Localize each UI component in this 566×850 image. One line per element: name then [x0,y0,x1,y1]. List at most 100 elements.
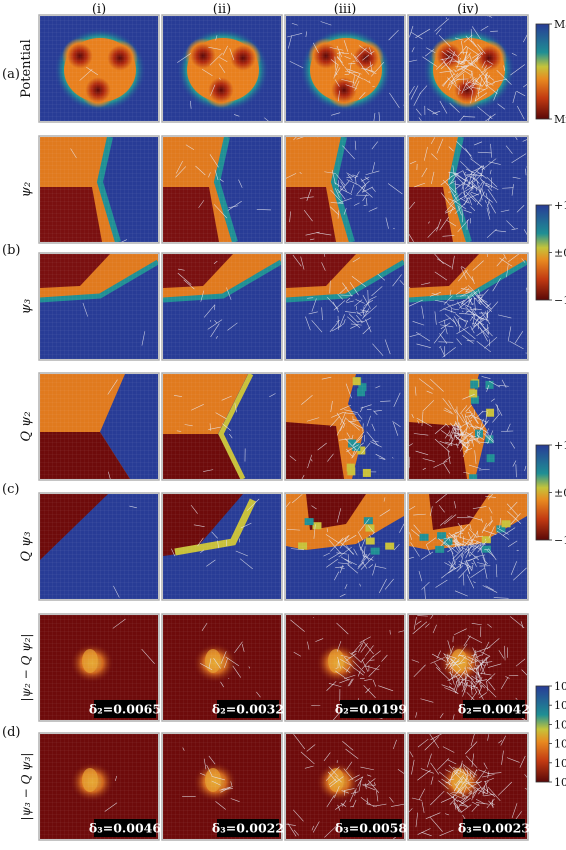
colorbar-tick-label: +1.0 [554,199,566,212]
panel-err2-4 [409,615,527,720]
panel-frame [38,732,160,841]
delta-badge [340,700,402,718]
row-label: Q ψ₂ [19,411,34,441]
row-label: ψ₃ [19,299,34,314]
panel-frame [284,135,406,244]
panel-psi3-1 [40,254,158,359]
panel-psi3-4 [409,254,527,359]
panel-frame [161,252,283,361]
panel-frame [161,14,283,123]
panel-frame [407,135,529,244]
colorbar-tick-label: 10⁻³ [554,680,566,693]
colorbar-signed_c [535,444,550,541]
colorbar-tick-label: Max [554,18,566,31]
panel-qpsi3-1 [40,494,158,599]
panel-qpsi3-4 [409,494,527,599]
delta-value: δ₃=0.0058 [335,821,407,836]
delta-value: δ₂=0.0032 [212,702,284,717]
panel-psi2-2 [163,137,281,242]
panel-qpsi3-2 [163,494,281,599]
delta-badge [94,819,156,837]
panel-frame [284,14,406,123]
panel-potential-3 [286,16,404,121]
colorbar-tick-label: −1.0 [554,294,566,307]
panel-frame [284,732,406,841]
panel-potential-4 [409,16,527,121]
colorbar-tick-label: −1.0 [554,534,566,547]
panel-frame [38,372,160,481]
column-header: (iv) [457,2,479,17]
delta-value: δ₂=0.0042 [458,702,530,717]
panel-psi3-2 [163,254,281,359]
panel-frame [161,732,283,841]
panel-frame [38,492,160,601]
panel-psi2-1 [40,137,158,242]
colorbar-tick-label: 10⁻⁴ [554,699,566,712]
panel-frame [407,613,529,722]
group-label: (c) [2,482,19,497]
colorbar-tick-label: 10⁻⁶ [554,738,566,751]
panel-grid: δ₂=0.0065 δ₂=0.0032 δ₂=0.0199 δ₂=0.0042 δ₃=0… [38,14,530,841]
panel-frame [284,372,406,481]
delta-badge [217,819,279,837]
panel-psi2-3 [286,137,404,242]
column-header: (iii) [334,2,357,17]
colorbar-tick-label: 10⁻⁸ [554,776,566,789]
group-labels: (a) (b) (c) (d) [2,67,20,740]
panel-psi3-3 [286,254,404,359]
colorbar-potential [535,23,550,120]
row-label: ψ₂ [19,182,34,197]
panel-frame [38,613,160,722]
panel-frame [407,252,529,361]
delta-badge [340,819,402,837]
panel-frame [407,492,529,601]
column-headers: (i) (ii) (iii) (iv) [92,2,479,17]
panel-frame [161,613,283,722]
panel-frame [407,372,529,481]
colorbar-tick-label: 10⁻⁷ [554,757,566,770]
panel-frame [284,492,406,601]
colorbar-tick-label: +1.0 [554,439,566,452]
colorbar-signed_b [535,204,550,301]
delta-value: δ₂=0.0199 [335,702,407,717]
panel-psi2-4 [409,137,527,242]
delta-badge [463,700,525,718]
panel-frame [284,613,406,722]
column-header: (i) [92,2,106,17]
colorbar-tick-label: Min [554,113,566,126]
delta-value: δ₃=0.0046 [89,821,161,836]
panel-frame [38,14,160,123]
panel-frame [284,252,406,361]
panel-frame [161,492,283,601]
panel-qpsi2-4 [409,374,527,479]
row-label: Q ψ₃ [19,531,34,561]
panel-potential-1 [40,16,158,121]
panel-frame [407,14,529,123]
panel-frame [38,135,160,244]
colorbar-tick-label: ±0.0 [554,247,566,260]
colorbar-tick-label: ±0.0 [554,487,566,500]
row-label: |ψ₂ − Q ψ₂| [19,634,33,702]
group-label: (b) [2,243,20,258]
row-labels: Potential ψ₂ ψ₃ Q ψ₂ Q ψ₃ |ψ₂ − Q ψ₂| |ψ₃ − Q … [19,39,34,820]
delta-value: δ₃=0.0023 [458,821,530,836]
panel-frame [38,252,160,361]
column-header: (ii) [213,2,231,17]
colorbars: Max Min +1.0 ±0.0 −1.0 +1.0 ±0.0 −1.0 10⁻³ 10⁻⁴ 10… [535,18,566,789]
panel-qpsi2-3 [286,374,404,479]
row-label: Potential [19,39,34,98]
panel-qpsi2-2 [163,374,281,479]
delta-value: δ₃=0.0022 [212,821,284,836]
panel-qpsi3-3 [286,494,404,599]
colorbar-error [535,685,550,783]
panel-qpsi2-1 [40,374,158,479]
delta-badge [217,700,279,718]
panel-err2-1 [40,615,158,720]
group-label: (d) [2,725,20,740]
row-label: |ψ₃ − Q ψ₃| [19,753,33,821]
panel-frame [161,372,283,481]
delta-badge [94,700,156,718]
panel-frame [407,732,529,841]
delta-badge [463,819,525,837]
